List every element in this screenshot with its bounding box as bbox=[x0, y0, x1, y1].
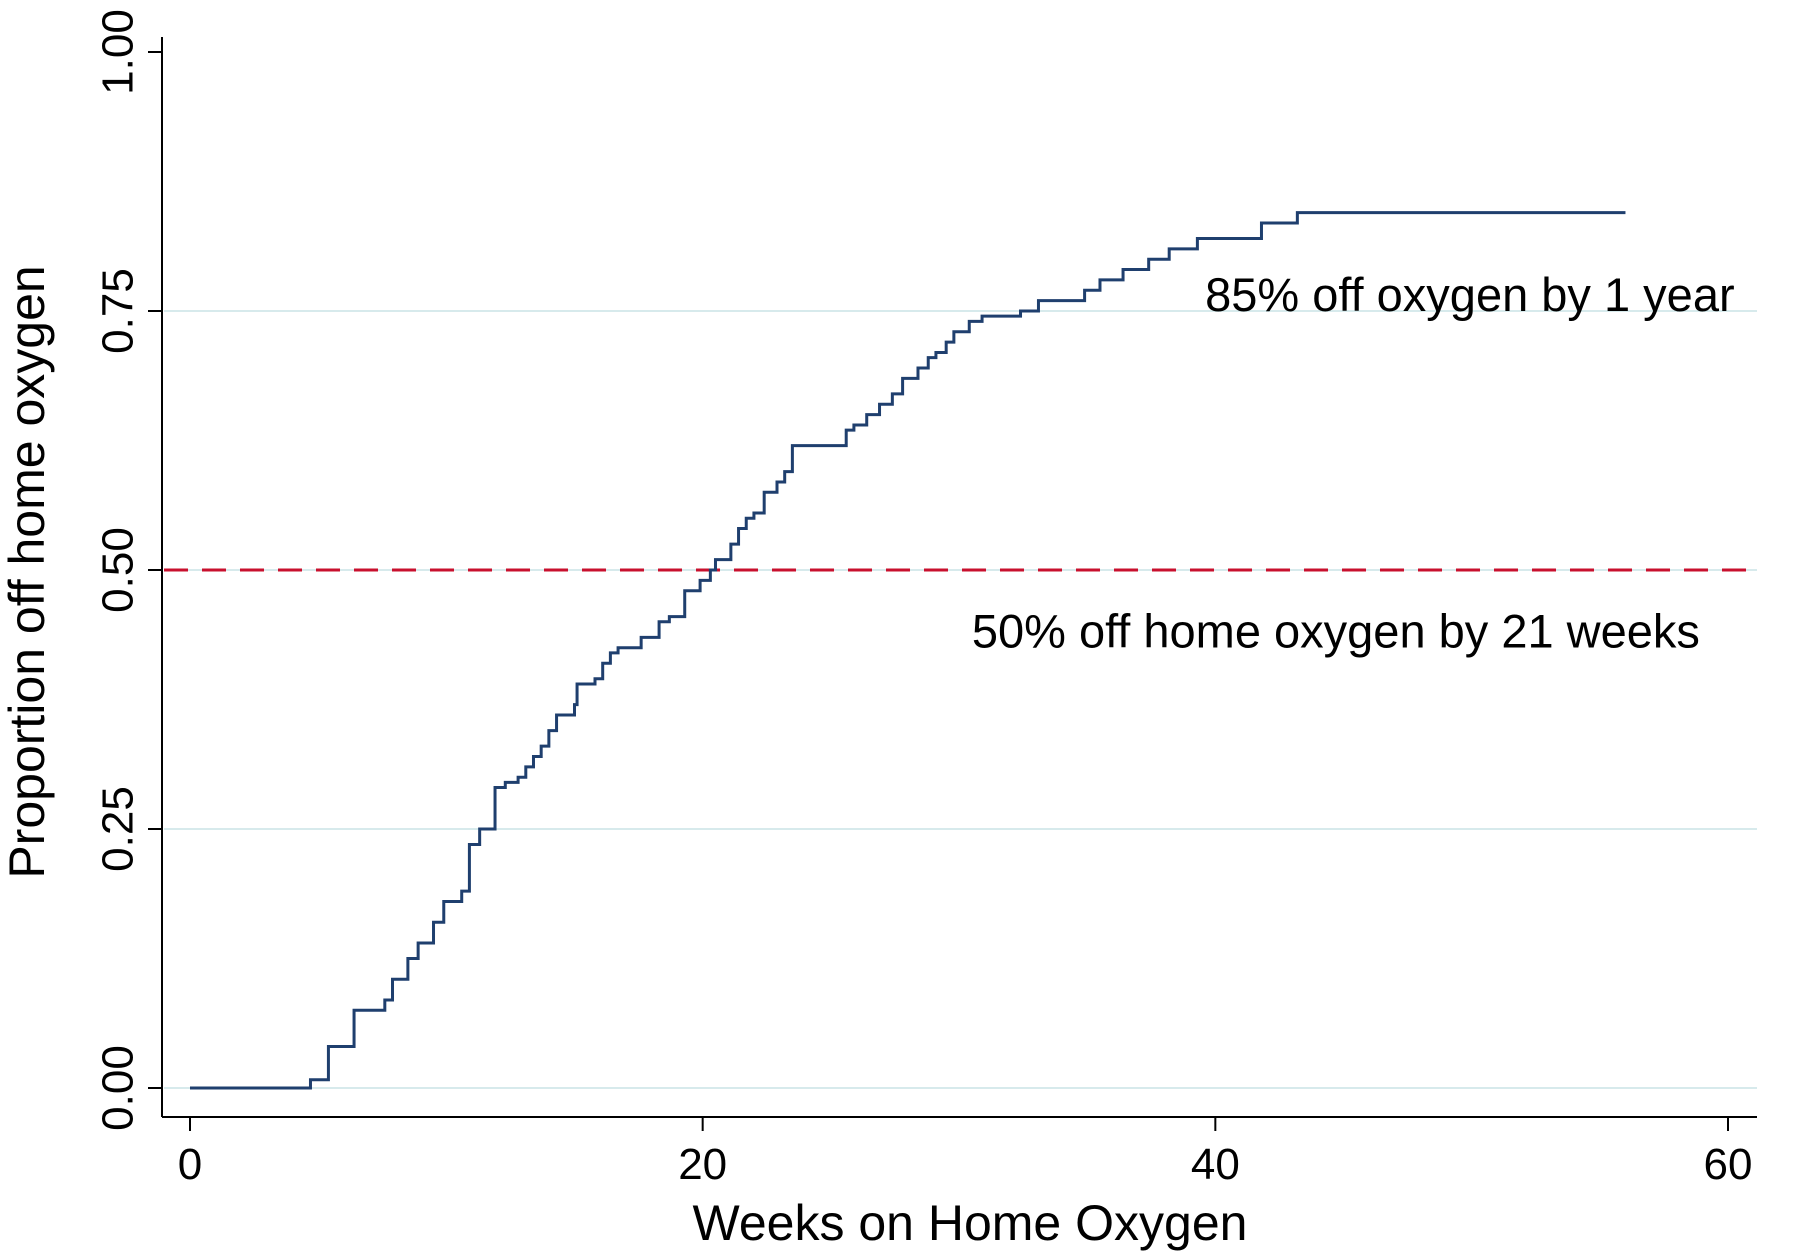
x-tick-label-0: 0 bbox=[178, 1140, 202, 1189]
x-tick-label-1: 20 bbox=[678, 1140, 727, 1189]
y-tick-label-3: 0.75 bbox=[94, 268, 143, 354]
ticks: 0.00 0.25 0.50 0.75 1.00 0 20 40 60 bbox=[94, 9, 1753, 1189]
y-tick-label-0: 0.00 bbox=[94, 1045, 143, 1131]
annotation-0: 85% off oxygen by 1 year bbox=[1205, 268, 1735, 321]
y-tick-label-1: 0.25 bbox=[94, 786, 143, 872]
annotation-1: 50% off home oxygen by 21 weeks bbox=[972, 605, 1700, 658]
series-line-0 bbox=[190, 211, 1626, 1090]
x-tick-label-3: 60 bbox=[1704, 1140, 1753, 1189]
axes bbox=[161, 37, 1757, 1118]
x-tick-label-2: 40 bbox=[1191, 1140, 1240, 1189]
x-axis-label: Weeks on Home Oxygen bbox=[693, 1195, 1248, 1251]
annotations: 85% off oxygen by 1 year 50% off home oxy… bbox=[972, 268, 1735, 658]
series-layer bbox=[190, 211, 1626, 1090]
y-tick-label-4: 1.00 bbox=[94, 9, 143, 95]
grid-lines bbox=[164, 310, 1757, 1089]
y-tick-label-2: 0.50 bbox=[94, 527, 143, 613]
y-axis-label: Proportion off home oxygen bbox=[0, 265, 55, 878]
